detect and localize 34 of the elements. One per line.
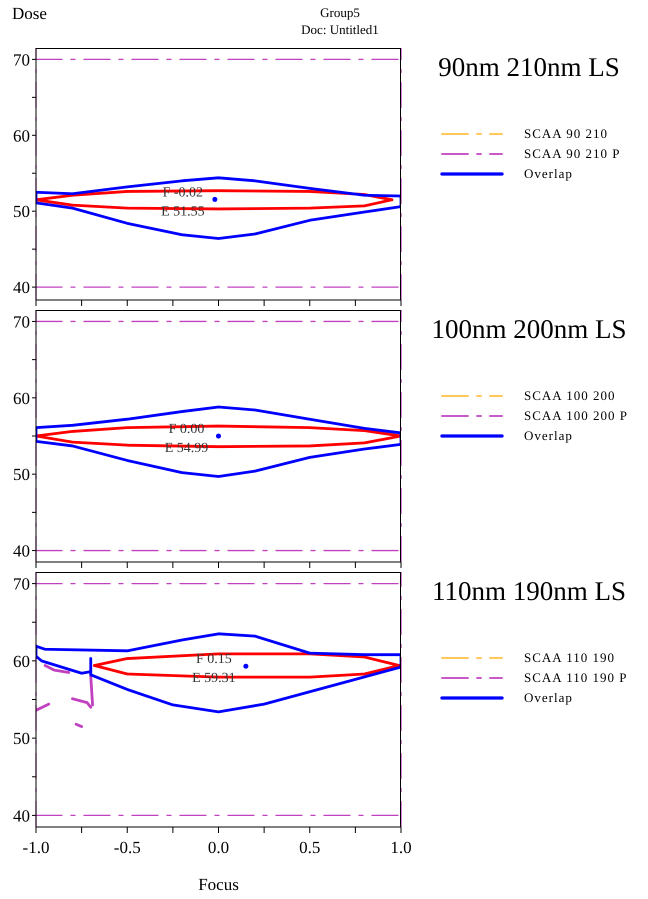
legend-label: SCAA 110 190 P	[524, 670, 628, 686]
x-tick-label: -1.0	[22, 838, 50, 858]
y-tick-label: 40	[13, 278, 30, 298]
annotation: F 0.15	[196, 652, 232, 668]
text: 90nm 210nm LS	[438, 52, 620, 82]
legend-label: Overlap	[524, 428, 573, 444]
x-tick-label: 0.0	[208, 838, 230, 858]
y-tick-label: 60	[13, 126, 30, 146]
y-tick-label: 50	[13, 729, 30, 748]
legend-label: SCAA 90 210	[524, 126, 608, 142]
legend-label: Overlap	[524, 690, 573, 706]
text: Doc: Untitled1	[300, 21, 380, 38]
text: 100nm 200nm LS	[431, 314, 627, 344]
x-tick-label: -0.5	[114, 838, 141, 858]
y-tick-label: 40	[13, 806, 30, 826]
text: 110nm 190nm LS	[432, 576, 626, 606]
y-tick-label: 50	[13, 202, 30, 222]
y-axis-title: Dose	[12, 4, 47, 24]
y-tick-label: 70	[13, 574, 30, 594]
legend-label: SCAA 110 190	[524, 650, 615, 666]
y-tick-label: 50	[13, 465, 30, 484]
y-tick-label: 70	[13, 312, 30, 332]
x-tick-label: 0.5	[299, 838, 320, 858]
text: Group5	[319, 4, 361, 21]
legend-label: Overlap	[524, 166, 573, 182]
y-tick-label: 70	[13, 50, 30, 70]
y-tick-label: 40	[13, 542, 30, 561]
y-tick-label: 60	[13, 652, 30, 671]
legend-label: SCAA 100 200	[524, 388, 616, 404]
x-axis-title: Focus	[197, 875, 240, 895]
legend-label: SCAA 90 210 P	[524, 146, 620, 162]
legend-label: SCAA 100 200 P	[524, 408, 628, 424]
x-tick-label: 1.0	[390, 838, 412, 858]
y-tick-label: 60	[13, 388, 30, 408]
